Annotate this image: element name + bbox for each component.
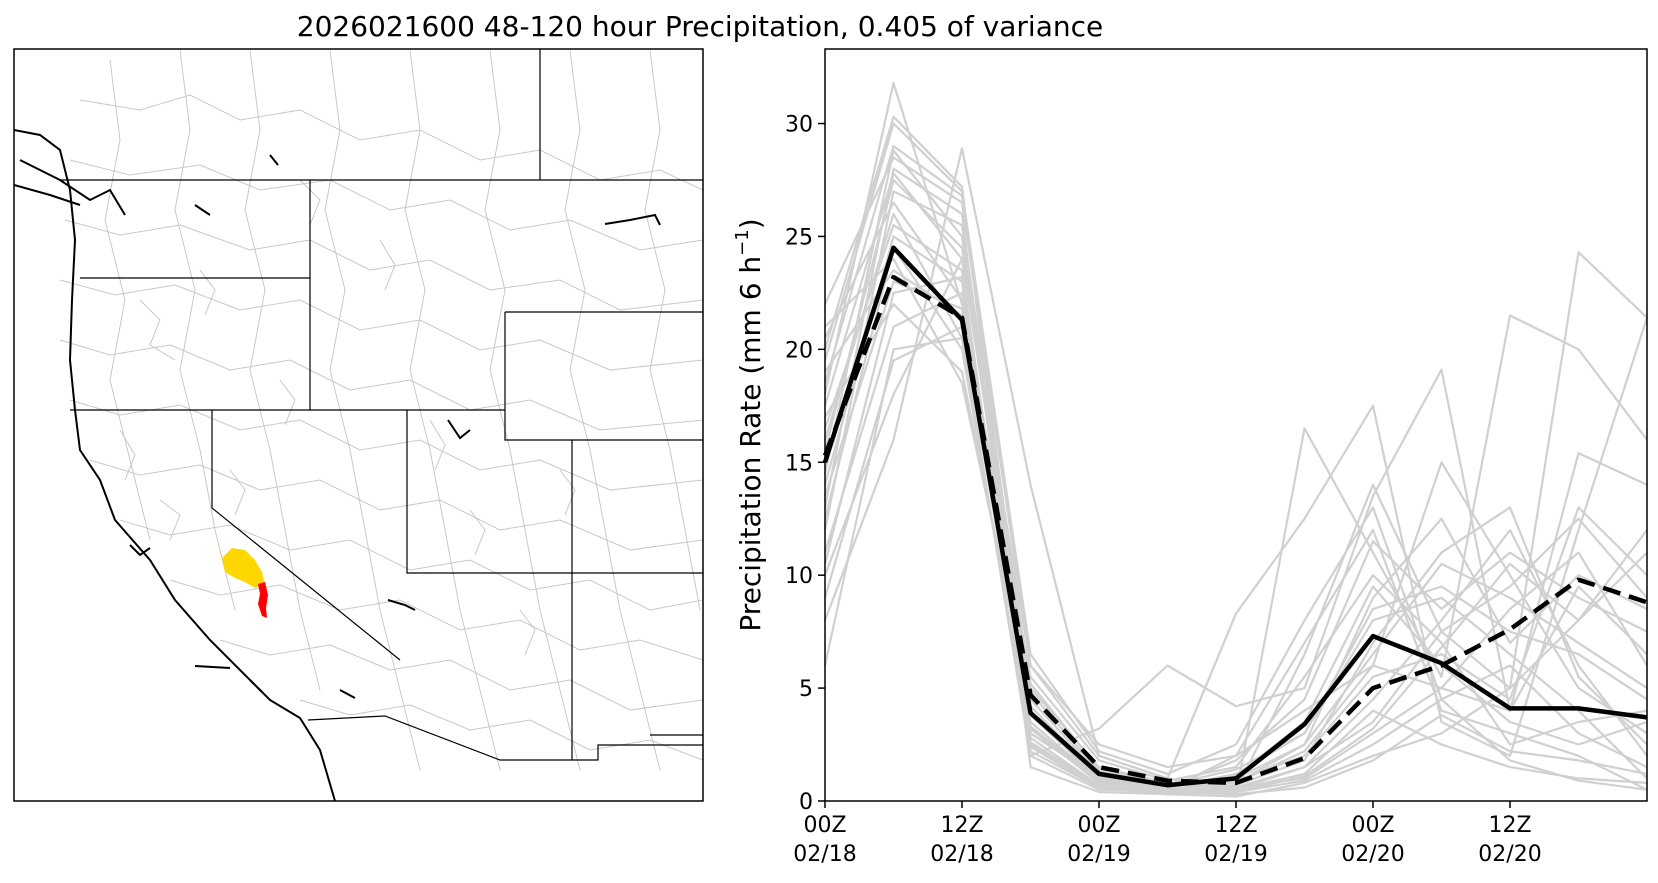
member-line-3	[823, 147, 1649, 780]
ensemble-member-lines	[823, 81, 1649, 798]
highlight-basin-primary	[222, 548, 265, 588]
x-tick-label-date: 02/20	[1478, 842, 1541, 867]
highlight-basin-secondary	[258, 582, 268, 618]
member-line-4	[823, 337, 1648, 757]
member-line-24	[823, 122, 1648, 791]
y-tick-label: 25	[785, 225, 813, 250]
x-tick-label-time: 00Z	[1077, 813, 1120, 838]
x-tick-label-time: 00Z	[803, 813, 846, 838]
y-axis-label: Precipitation Rate (mm 6 h−1)	[732, 218, 767, 631]
y-axis-label-sup: −1	[732, 229, 753, 256]
member-line-1	[824, 156, 1648, 791]
member-line-22	[823, 172, 1648, 787]
y-axis-label-main: Precipitation Rate (mm 6 h	[734, 256, 767, 632]
series-lines	[822, 245, 1648, 788]
member-line-12	[823, 167, 1648, 798]
x-tick-label-time: 12Z	[1488, 813, 1531, 838]
series-line-ensemble-mean	[822, 274, 1648, 786]
y-tick-label: 15	[785, 451, 813, 476]
member-line-6	[824, 303, 1648, 791]
y-axis-label-close: )	[734, 218, 767, 229]
member-line-8	[823, 235, 1648, 789]
member-line-20	[824, 201, 1648, 789]
coastline	[14, 129, 661, 801]
member-line-21	[823, 246, 1648, 796]
map-frame	[13, 48, 704, 802]
member-line-15	[823, 291, 1648, 794]
x-tick-label-date: 02/18	[930, 842, 993, 867]
x-tick-label-time: 12Z	[940, 813, 983, 838]
y-axis-ticks: 0 5 10 15 20 25 30	[785, 113, 825, 815]
plot-frame	[824, 48, 1648, 802]
x-axis-ticks: 00Z 02/18 12Z 02/18 00Z 02/19 12Z 02/19 00Z 02/20…	[793, 801, 1542, 867]
y-tick-label: 10	[785, 564, 813, 589]
state-borders	[60, 49, 703, 761]
x-tick-label-date: 02/19	[1067, 842, 1130, 867]
figure-title: 2026021600 48-120 hour Precipitation, 0.…	[296, 10, 1104, 43]
y-tick-label: 30	[785, 113, 813, 138]
member-line-18	[823, 224, 1648, 794]
member-line-25	[823, 276, 1648, 796]
y-tick-label: 0	[799, 790, 813, 815]
member-line-11	[824, 269, 1648, 782]
x-tick-label-time: 12Z	[1214, 813, 1257, 838]
x-tick-label-date: 02/18	[793, 842, 856, 867]
y-tick-label: 5	[799, 677, 813, 702]
x-tick-label-date: 02/20	[1341, 842, 1404, 867]
member-line-19	[823, 149, 1648, 789]
x-tick-label-date: 02/19	[1204, 842, 1267, 867]
y-tick-label: 20	[785, 338, 813, 363]
x-tick-label-time: 00Z	[1351, 813, 1394, 838]
